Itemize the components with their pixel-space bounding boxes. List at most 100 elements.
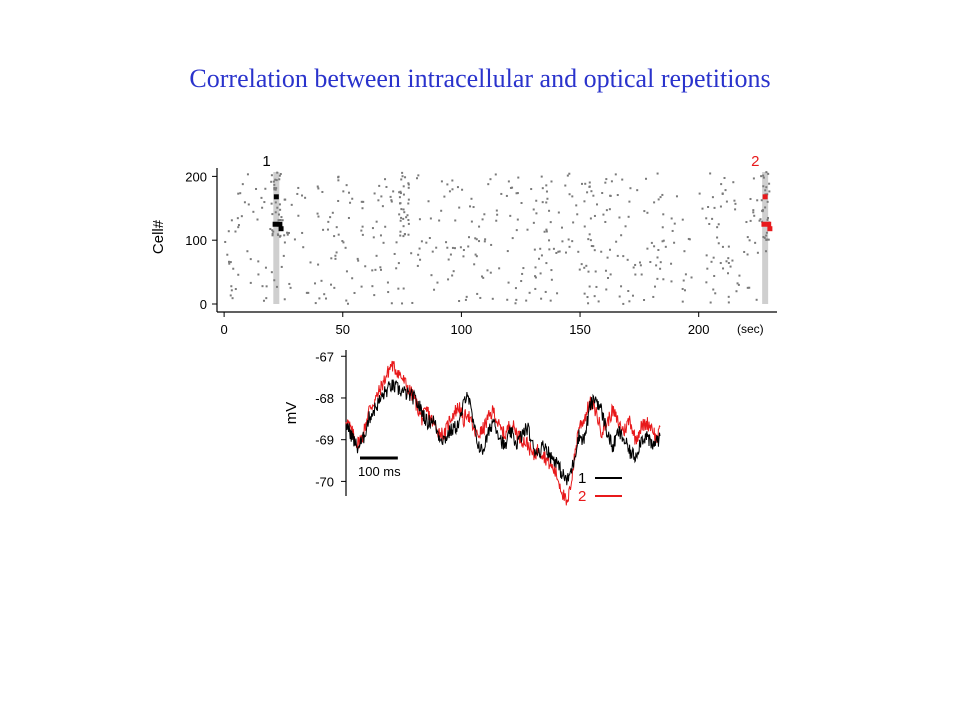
spike-dot [548, 248, 551, 251]
spike-dot [713, 206, 716, 209]
spike-dot [283, 234, 286, 237]
spike-dot [398, 213, 401, 216]
spike-dot [624, 225, 627, 228]
spike-dot [653, 201, 656, 204]
spike-dot [528, 291, 531, 294]
highlight-cell-rep1 [277, 221, 283, 227]
spike-dot [549, 221, 552, 224]
spike-dot [622, 255, 625, 258]
spike-dot [357, 259, 360, 262]
spike-dot [243, 201, 246, 204]
spike-dot [399, 190, 402, 193]
spike-dot [762, 176, 765, 179]
spike-dot [459, 246, 462, 249]
spike-dot [418, 247, 421, 250]
spike-dot [539, 272, 542, 275]
spike-dot [616, 254, 619, 257]
spike-dot [274, 178, 277, 181]
spike-dot [237, 224, 240, 227]
spike-dot [762, 236, 765, 239]
highlight-cell-rep1 [272, 221, 278, 227]
spike-dot [360, 229, 363, 232]
spike-dot [746, 286, 749, 289]
spike-dot [507, 281, 510, 284]
spike-dot [735, 290, 738, 293]
spike-dot [520, 280, 523, 283]
spike-dot [407, 186, 410, 189]
spike-dot [399, 219, 402, 222]
spike-dot [351, 277, 354, 280]
spike-dot [509, 186, 512, 189]
spike-dot [765, 234, 768, 237]
spike-dot [516, 192, 519, 195]
spike-dot [539, 247, 542, 250]
spike-dot [583, 225, 586, 228]
spike-dot [297, 214, 300, 217]
spike-dot [585, 264, 588, 267]
spike-dot [231, 297, 234, 300]
spike-dot [534, 287, 537, 290]
spike-dot [453, 247, 456, 250]
spike-dot [627, 215, 630, 218]
spike-dot [362, 200, 365, 203]
spike-dot [337, 233, 340, 236]
spike-dot [375, 220, 378, 223]
spike-dot [567, 238, 570, 241]
spike-dot [575, 204, 578, 207]
spike-dot [673, 222, 676, 225]
spike-dot [402, 208, 405, 211]
spike-dot [400, 208, 403, 211]
spike-dot [398, 191, 401, 194]
spike-dot [713, 274, 716, 277]
spike-dot [535, 212, 538, 215]
spike-dot [433, 288, 436, 291]
spike-dot [712, 288, 715, 291]
spike-dot [564, 251, 567, 254]
spike-dot [401, 302, 404, 305]
spike-dot [480, 275, 483, 278]
x-tick-label: 50 [336, 322, 350, 337]
spike-dot [763, 236, 766, 239]
spike-dot [520, 202, 523, 205]
spike-dot [333, 286, 336, 289]
spike-dot [765, 186, 768, 189]
spike-dot [451, 188, 454, 191]
spike-dot [733, 199, 736, 202]
spike-dot [500, 192, 503, 195]
spike-dot [761, 209, 764, 212]
spike-dot [587, 238, 590, 241]
spike-dot [273, 279, 276, 282]
spike-dot [226, 253, 229, 256]
y-axis-label: mV [283, 402, 300, 425]
spike-dot [270, 202, 273, 205]
spike-dot [395, 267, 398, 270]
spike-dot [632, 266, 635, 269]
spike-dot [767, 238, 770, 241]
spike-dot [681, 218, 684, 221]
spike-dot [344, 246, 347, 249]
spike-dot [428, 237, 431, 240]
spike-dot [753, 214, 756, 217]
spike-dot [349, 201, 352, 204]
spike-dot [458, 300, 461, 303]
spike-dot [263, 201, 266, 204]
spike-dot [390, 200, 393, 203]
spike-dot [452, 270, 455, 273]
spike-dot [385, 185, 388, 188]
spike-dot [671, 229, 674, 232]
spike-dot [533, 248, 536, 251]
spike-dot [462, 255, 465, 258]
spike-dot [722, 267, 725, 270]
spike-dot [588, 285, 591, 288]
y-tick-label: 200 [185, 169, 207, 184]
spike-dot [586, 191, 589, 194]
spike-dot [399, 230, 402, 233]
spike-dot [720, 183, 723, 186]
spike-dot [760, 199, 763, 202]
spike-dot [397, 287, 400, 290]
spike-dot [511, 237, 514, 240]
spike-dot [717, 223, 720, 226]
spike-dot [734, 202, 737, 205]
spike-dot [627, 289, 630, 292]
legend-label-2: 2 [578, 488, 586, 505]
